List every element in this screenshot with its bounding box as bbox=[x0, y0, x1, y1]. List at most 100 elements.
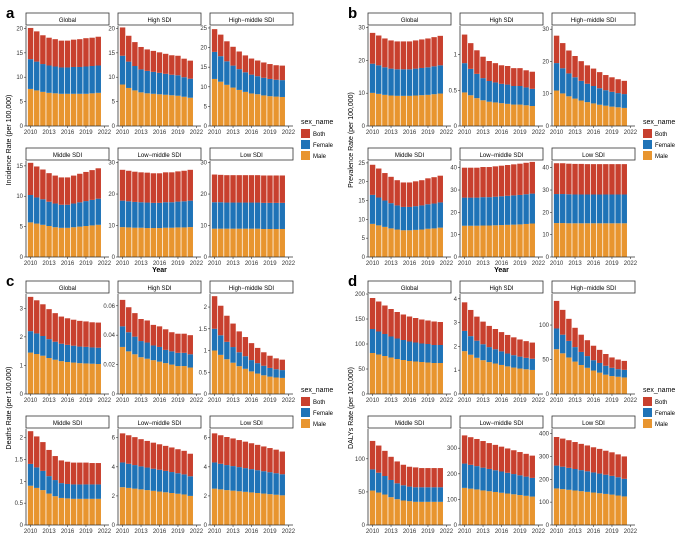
x-tick-label: 2022 bbox=[190, 130, 204, 136]
bar-male bbox=[218, 228, 224, 257]
facet-strip bbox=[209, 12, 294, 26]
y-tick-label: 0.04 bbox=[103, 333, 115, 339]
y-tick-label: 5 bbox=[20, 100, 24, 106]
x-tick-label: 2016 bbox=[403, 398, 417, 404]
y-tick-label: 1.5 bbox=[199, 327, 208, 333]
x-tick-label: 2013 bbox=[476, 529, 490, 533]
bar-both bbox=[578, 443, 584, 471]
x-tick-label: 2013 bbox=[42, 529, 56, 533]
facet-strip bbox=[117, 280, 202, 294]
bar-both bbox=[261, 175, 267, 203]
bar-female bbox=[175, 201, 181, 228]
facet-strip bbox=[551, 147, 636, 161]
bar-female bbox=[224, 202, 230, 229]
y-tick-label: 0 bbox=[454, 523, 458, 529]
bar-both bbox=[517, 452, 523, 476]
bar-female bbox=[425, 487, 431, 502]
bar-male bbox=[388, 95, 394, 126]
bar-both bbox=[224, 175, 230, 203]
bar-both bbox=[369, 164, 376, 195]
bar-male bbox=[211, 350, 218, 394]
bar-both bbox=[89, 37, 95, 66]
facet-high-sdi: High SDI 0 1 2 3 4 2010 2013 2016 2019 2022 bbox=[454, 280, 546, 404]
bar-female bbox=[126, 201, 132, 228]
x-tick-label: 2010 bbox=[458, 398, 472, 404]
y-tick-label: 0 bbox=[204, 392, 208, 398]
x-tick-label: 2022 bbox=[532, 130, 546, 136]
facet-title: High SDI bbox=[489, 286, 513, 292]
bar-female bbox=[175, 75, 181, 96]
bar-female bbox=[273, 473, 279, 495]
bar-female bbox=[70, 203, 77, 228]
bar-female bbox=[34, 467, 40, 488]
x-tick-label: 2019 bbox=[171, 398, 185, 404]
bar-female bbox=[603, 194, 609, 224]
y-tick-label: 0 bbox=[546, 392, 550, 398]
bar-female bbox=[474, 73, 480, 99]
bar-male bbox=[40, 490, 46, 525]
bar-female bbox=[132, 336, 138, 355]
bar-both bbox=[273, 175, 279, 203]
bar-both bbox=[175, 449, 181, 474]
bar-female bbox=[126, 61, 132, 88]
bar-male bbox=[492, 363, 499, 394]
legend-swatch-both bbox=[643, 397, 652, 406]
bar-female bbox=[144, 70, 150, 94]
bar-both bbox=[261, 446, 267, 472]
bar-male bbox=[511, 104, 517, 126]
bar-female bbox=[560, 194, 566, 224]
x-tick-label: 2022 bbox=[440, 398, 454, 404]
bar-both bbox=[267, 448, 273, 473]
bar-female bbox=[83, 346, 89, 364]
bar-both bbox=[437, 175, 443, 203]
bar-male bbox=[224, 228, 230, 257]
x-tick-label: 2010 bbox=[366, 130, 380, 136]
bar-both bbox=[126, 35, 132, 62]
bar-both bbox=[64, 40, 71, 68]
x-tick-label: 2010 bbox=[24, 130, 38, 136]
bar-female bbox=[119, 55, 126, 85]
bar-both bbox=[553, 35, 560, 64]
bar-female bbox=[437, 65, 443, 94]
bar-male bbox=[474, 489, 480, 525]
y-tick-label: 5 bbox=[112, 100, 116, 106]
bar-female bbox=[169, 472, 175, 493]
x-tick-label: 2022 bbox=[440, 130, 454, 136]
bar-male bbox=[461, 225, 468, 257]
bar-female bbox=[187, 354, 193, 368]
bar-male bbox=[621, 377, 627, 394]
bar-both bbox=[119, 433, 126, 463]
bar-both bbox=[254, 347, 261, 364]
x-tick-label: 2022 bbox=[98, 529, 112, 533]
bar-male bbox=[406, 95, 413, 126]
bar-male bbox=[578, 491, 584, 525]
bar-female bbox=[609, 475, 615, 495]
x-tick-label: 2010 bbox=[208, 261, 222, 267]
bar-both bbox=[609, 77, 615, 92]
bar-male bbox=[144, 358, 150, 394]
bar-female bbox=[609, 367, 615, 377]
bar-female bbox=[279, 474, 285, 496]
bar-female bbox=[132, 201, 138, 228]
facet-title: Low−middle SDI bbox=[480, 153, 524, 159]
bar-male bbox=[144, 93, 150, 126]
bar-female bbox=[267, 472, 273, 495]
bar-female bbox=[211, 462, 218, 489]
bar-female bbox=[64, 204, 71, 228]
facet-high-middle-sdi: High−middle SDI 0 0.5 1 1.5 2 2010 2013 2016 2019… bbox=[199, 280, 296, 404]
bar-male bbox=[156, 491, 163, 525]
bar-male bbox=[279, 495, 285, 525]
bar-male bbox=[529, 223, 535, 257]
x-tick-label: 2019 bbox=[171, 261, 185, 267]
y-tick-label: 300 bbox=[539, 454, 550, 460]
y-tick-label: 100 bbox=[539, 323, 550, 329]
facet-strip bbox=[459, 415, 544, 429]
bar-female bbox=[52, 480, 58, 497]
bar-male bbox=[553, 488, 560, 525]
bar-female bbox=[486, 347, 492, 363]
bar-male bbox=[119, 84, 126, 126]
bar-both bbox=[236, 440, 242, 468]
bar-female bbox=[480, 344, 486, 361]
y-tick-label: 0 bbox=[362, 255, 366, 261]
